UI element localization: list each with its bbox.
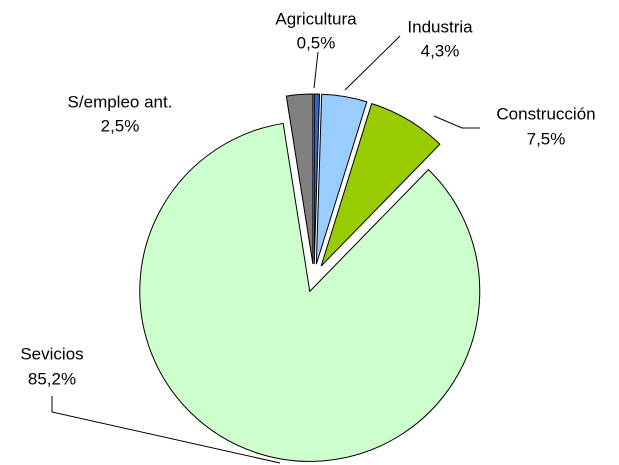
slice-value-label: 7,5% [527,129,566,148]
slice-value-label: 85,2% [28,369,76,388]
pie-slice [139,122,481,462]
slice-value-label: 0,5% [297,33,336,52]
pie-slice [313,93,321,265]
pie-slice [315,93,368,265]
leader-line [433,115,480,129]
slice-value-label: 2,5% [101,116,140,135]
slice-label: Agricultura [275,9,357,28]
slice-label: S/empleo ant. [68,92,173,111]
slice-label: Sevicios [20,344,83,363]
pie-slice [320,103,441,267]
slice-label: Construcción [496,104,595,123]
pie-slice [285,93,314,265]
leader-line [51,396,281,464]
leader-line [344,35,401,91]
leader-line [313,51,319,89]
pie [139,93,481,462]
slice-value-label: 4,3% [421,41,460,60]
slice-label: Industria [407,17,473,36]
